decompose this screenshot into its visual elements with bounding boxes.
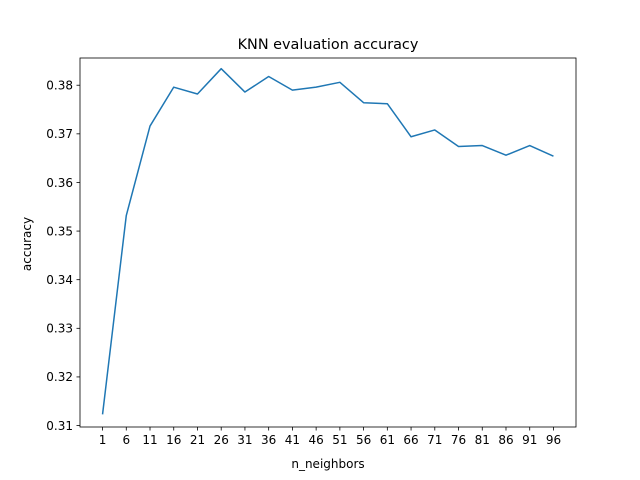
y-axis-label: accuracy	[20, 217, 34, 271]
x-tick-label: 31	[237, 433, 252, 447]
plot-area: 1 6 11 16 21 26 31 36 41 46 51 56 61 66 71 76 81 86 91 960.…	[46, 57, 577, 447]
series-line-0	[101, 67, 554, 415]
x-tick-label: 81	[475, 433, 490, 447]
chart-title: KNN evaluation accuracy	[238, 37, 419, 53]
x-tick-label: 51	[332, 433, 347, 447]
x-tick-label: 26	[214, 433, 229, 447]
x-tick-label: 86	[498, 433, 513, 447]
x-tick-label: 11	[142, 433, 157, 447]
x-tick-label: 71	[427, 433, 442, 447]
y-tick-label: 0.35	[46, 224, 73, 238]
y-tick-label: 0.38	[46, 79, 73, 93]
y-tick-label: 0.31	[46, 419, 73, 433]
x-tick-label: 61	[380, 433, 395, 447]
x-tick-label: 16	[166, 433, 181, 447]
y-tick-label: 0.32	[46, 370, 73, 384]
y-tick-label: 0.37	[46, 127, 73, 141]
axes-frame	[79, 57, 577, 428]
x-tick-label: 36	[261, 433, 276, 447]
x-tick-label: 1	[99, 433, 107, 447]
y-tick-label: 0.36	[46, 176, 73, 190]
y-tick-label: 0.33	[46, 322, 73, 336]
y-tick-label: 0.34	[46, 273, 73, 287]
x-tick-label: 46	[308, 433, 323, 447]
x-tick-label: 76	[451, 433, 466, 447]
x-tick-label: 21	[190, 433, 205, 447]
x-tick-label: 6	[122, 433, 130, 447]
x-tick-label: 56	[356, 433, 371, 447]
x-tick-label: 41	[285, 433, 300, 447]
x-tick-label: 66	[403, 433, 418, 447]
x-tick-label: 96	[546, 433, 561, 447]
x-axis-label: n_neighbors	[291, 457, 364, 471]
x-tick-label: 91	[522, 433, 537, 447]
